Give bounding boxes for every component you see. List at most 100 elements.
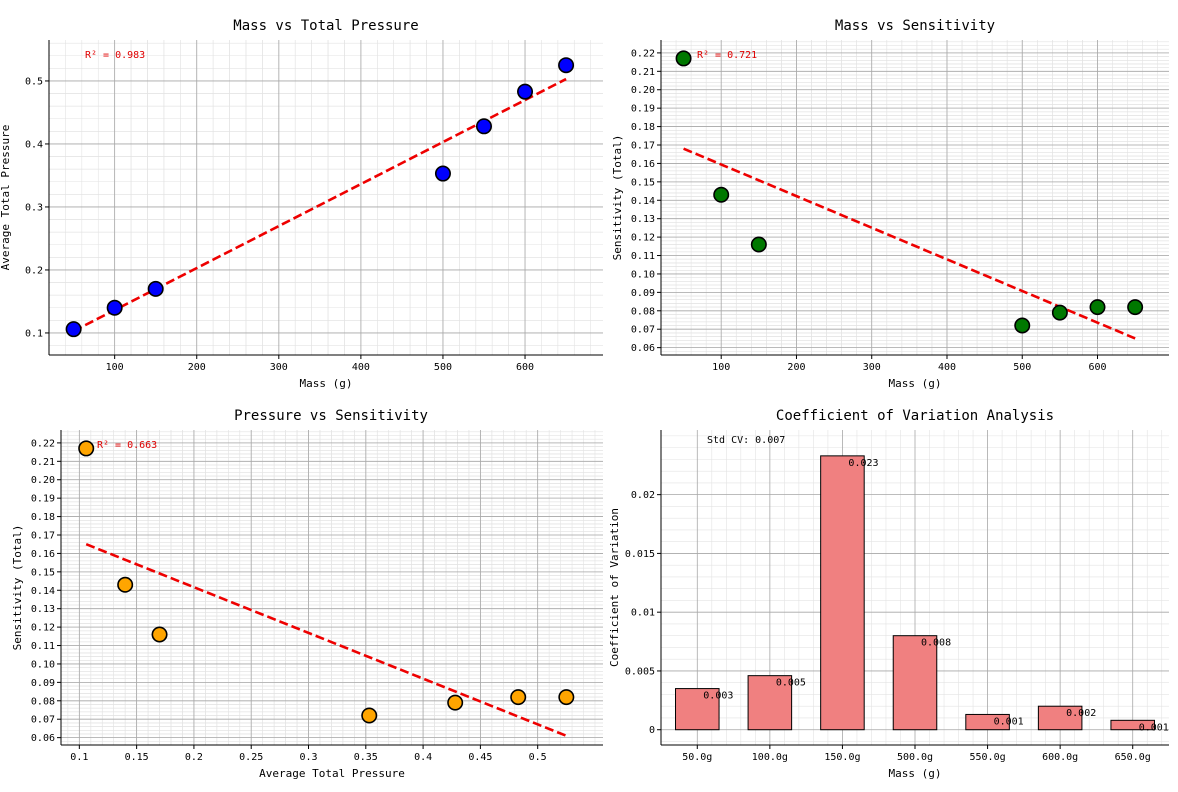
- data-point: [65, 321, 82, 338]
- y-tick-label: 0.18: [31, 512, 55, 523]
- data-point: [510, 689, 527, 706]
- trendline: [85, 543, 567, 737]
- x-tick-label: 0.45: [468, 752, 492, 763]
- y-tick-label: 0.015: [625, 549, 655, 560]
- y-tick-label: 0.17: [31, 531, 55, 542]
- y-tick-label: 0.18: [631, 122, 655, 133]
- r-squared-annotation: R² = 0.663: [97, 440, 157, 451]
- y-tick-label: 0.19: [31, 494, 55, 505]
- x-tick-label: 500: [434, 362, 452, 373]
- bar-value-label: 0.003: [703, 691, 733, 702]
- y-tick-label: 0.13: [631, 214, 655, 225]
- y-tick-label: 0.08: [31, 696, 55, 707]
- x-tick-label: 200: [787, 362, 805, 373]
- y-tick-label: 0.07: [631, 325, 655, 336]
- y-tick-label: 0.10: [631, 269, 655, 280]
- bar: [892, 635, 938, 731]
- y-tick-label: 0.15: [31, 567, 55, 578]
- bar: [820, 455, 865, 731]
- bar: [675, 688, 720, 731]
- x-tick-label: 600: [1088, 362, 1106, 373]
- chart-panel-4: Coefficient of Variation Analysis 0 0.005 0…: [608, 408, 1169, 780]
- x-tick-label: 600.0g: [1042, 752, 1078, 763]
- y-tick-label: 0.16: [31, 549, 55, 560]
- y-tick-label: 0.09: [631, 288, 655, 299]
- y-tick-label: 0.17: [631, 141, 655, 152]
- y-tick-label: 0.4: [25, 139, 43, 150]
- x-tick-label: 550.0g: [970, 752, 1006, 763]
- y-tick-label: 0.12: [31, 623, 55, 634]
- bar: [965, 713, 1010, 731]
- y-tick-label: 0.14: [31, 586, 55, 597]
- chart-title: Pressure vs Sensitivity: [234, 408, 428, 424]
- chart-panel-2: Mass vs Sensitivity 100 200 300 400 500 600 0.0…: [611, 18, 1169, 390]
- y-tick-label: 0.22: [631, 48, 655, 59]
- data-point: [1014, 317, 1031, 334]
- minor-grid: [661, 40, 1169, 355]
- bar-value-label: 0.001: [1139, 722, 1169, 733]
- x-tick-label: 300: [863, 362, 881, 373]
- y-tick-label: 0.1: [25, 328, 43, 339]
- x-tick-label: 0.15: [125, 752, 149, 763]
- x-axis-label: Mass (g): [300, 377, 353, 390]
- x-axis-label: Average Total Pressure: [259, 767, 405, 780]
- y-tick-label: 0.08: [631, 306, 655, 317]
- x-tick-label: 0.5: [529, 752, 547, 763]
- y-axis-label: Sensitivity (Total): [11, 525, 24, 651]
- x-tick-label: 0.4: [414, 752, 432, 763]
- y-tick-label: 0.09: [31, 678, 55, 689]
- y-tick-label: 0.19: [631, 104, 655, 115]
- chart-panel-3: Pressure vs Sensitivity 0.1 0.15 0.2 0.25 0.3…: [11, 408, 603, 780]
- x-tick-label: 650.0g: [1115, 752, 1151, 763]
- bar-value-label: 0.008: [921, 638, 951, 649]
- chart-title: Coefficient of Variation Analysis: [776, 408, 1054, 424]
- y-tick-label: 0.11: [631, 251, 655, 262]
- y-axis-label: Coefficient of Variation: [608, 508, 621, 667]
- x-tick-label: 0.2: [185, 752, 203, 763]
- x-tick-label: 100.0g: [752, 752, 788, 763]
- y-tick-label: 0.06: [31, 733, 55, 744]
- y-tick-label: 0.15: [631, 177, 655, 188]
- chart-title: Mass vs Total Pressure: [233, 18, 418, 34]
- x-tick-label: 600: [516, 362, 534, 373]
- y-tick-label: 0.16: [631, 159, 655, 170]
- y-tick-label: 0.5: [25, 76, 43, 87]
- data-point: [106, 299, 123, 316]
- data-point: [517, 83, 534, 100]
- x-axis-label: Mass (g): [889, 377, 942, 390]
- y-tick-label: 0.22: [31, 438, 55, 449]
- x-tick-label: 100: [712, 362, 730, 373]
- data-point: [558, 689, 575, 706]
- y-axis-label: Average Total Pressure: [0, 125, 12, 271]
- y-tick-label: 0.12: [631, 233, 655, 244]
- y-tick-label: 0.20: [631, 85, 655, 96]
- bar-value-label: 0.023: [848, 458, 878, 469]
- y-tick-label: 0.3: [25, 202, 43, 213]
- x-tick-label: 150.0g: [824, 752, 860, 763]
- chart-title: Mass vs Sensitivity: [835, 18, 995, 34]
- y-tick-label: 0.21: [631, 67, 655, 78]
- y-tick-label: 0.07: [31, 715, 55, 726]
- x-tick-label: 0.3: [299, 752, 317, 763]
- y-tick-label: 0.13: [31, 604, 55, 615]
- std-cv-annotation: Std CV: 0.007: [707, 435, 785, 446]
- data-point: [558, 57, 575, 74]
- y-tick-label: 0.06: [631, 343, 655, 354]
- y-tick-label: 0.20: [31, 475, 55, 486]
- data-point: [750, 236, 767, 253]
- x-tick-label: 500.0g: [897, 752, 933, 763]
- r-squared-annotation: R² = 0.983: [85, 50, 145, 61]
- r-squared-annotation: R² = 0.721: [697, 50, 757, 61]
- x-tick-label: 300: [270, 362, 288, 373]
- data-point: [713, 186, 730, 203]
- x-tick-label: 400: [938, 362, 956, 373]
- y-axis-label: Sensitivity (Total): [611, 135, 624, 261]
- y-tick-label: 0.21: [31, 457, 55, 468]
- data-point: [361, 707, 378, 724]
- y-tick-label: 0.02: [631, 490, 655, 501]
- bar-value-label: 0.001: [994, 716, 1024, 727]
- data-point: [675, 50, 692, 67]
- x-tick-label: 500: [1013, 362, 1031, 373]
- data-point: [147, 280, 164, 297]
- bar-value-label: 0.005: [776, 678, 806, 689]
